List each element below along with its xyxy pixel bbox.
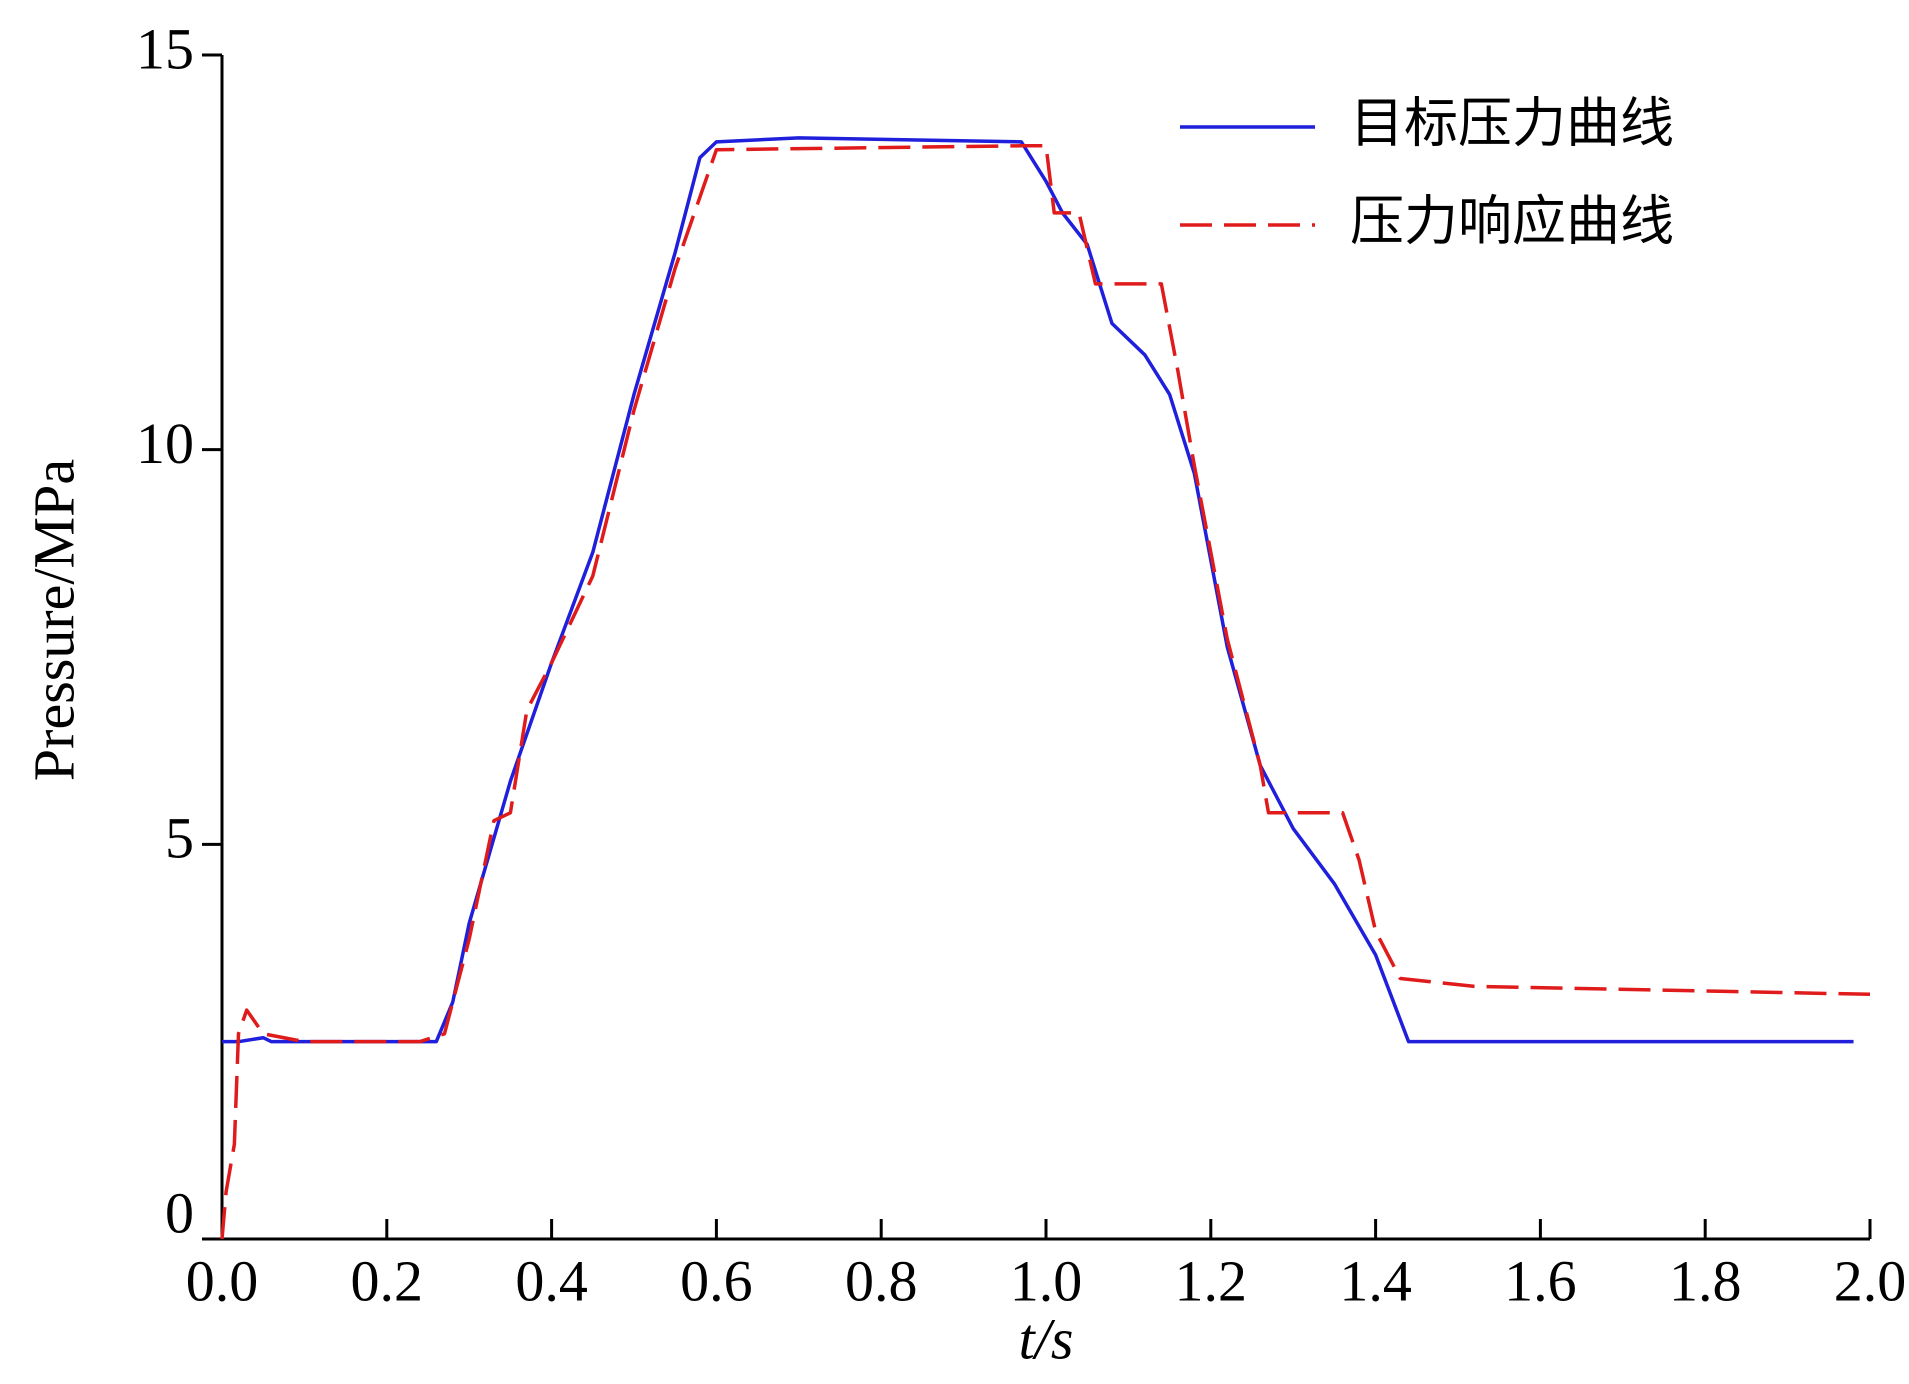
x-tick-label: 1.6: [1504, 1248, 1577, 1313]
y-tick-label: 0: [165, 1180, 194, 1245]
y-tick-label: 5: [165, 806, 194, 871]
x-tick-label: 0.0: [186, 1248, 259, 1313]
x-tick-label: 1.2: [1175, 1248, 1248, 1313]
series-line: [222, 136, 1854, 1044]
y-axis-label: Pressure/MPa: [21, 459, 86, 781]
x-tick-label: 0.2: [351, 1248, 424, 1313]
x-tick-label: 1.4: [1339, 1248, 1412, 1313]
x-tick-label: 0.4: [515, 1248, 588, 1313]
x-tick-label: 1.0: [1010, 1248, 1083, 1313]
y-tick-label: 10: [136, 411, 194, 476]
y-tick-label: 15: [136, 16, 194, 81]
x-tick-label: 2.0: [1834, 1248, 1907, 1313]
x-tick-label: 1.8: [1669, 1248, 1742, 1313]
legend-label: 压力响应曲线: [1350, 190, 1674, 253]
series-line: [220, 144, 1871, 1240]
x-axis-label: t/s: [1019, 1306, 1074, 1371]
x-tick-label: 0.6: [680, 1248, 753, 1313]
legend-label: 目标压力曲线: [1350, 92, 1674, 155]
x-tick-label: 0.8: [845, 1248, 918, 1313]
